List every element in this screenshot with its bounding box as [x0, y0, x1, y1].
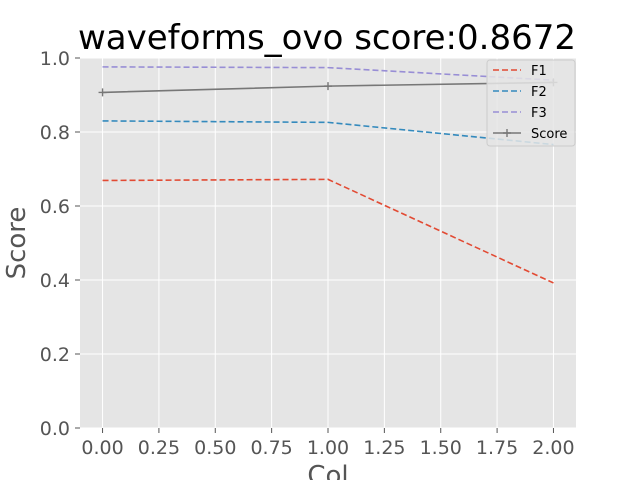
x-tick-label: 1.50	[420, 437, 462, 459]
y-tick-label: 1.0	[40, 48, 70, 70]
data-point-score	[324, 82, 332, 91]
legend-marker	[503, 129, 511, 137]
legend-label-f3: F3	[531, 106, 547, 121]
x-tick-label: 1.00	[307, 437, 349, 459]
legend-label-f1: F1	[531, 64, 547, 79]
series-line-f1	[102, 178, 554, 284]
x-tick-label: 0.50	[194, 437, 236, 459]
x-tick-label: 0.25	[138, 437, 180, 459]
legend-label-score: Score	[531, 127, 567, 142]
y-tick-label: 0.0	[40, 418, 70, 440]
y-axis-ticks: 0.0 0.2 0.4 0.6 0.8 1.0	[40, 48, 80, 440]
legend-label-f2: F2	[531, 85, 547, 100]
y-tick-label: 0.4	[40, 270, 70, 292]
x-tick-label: 0.00	[81, 437, 123, 459]
x-tick-label: 0.75	[250, 437, 292, 459]
series-line-f3	[102, 66, 554, 81]
legend-box	[486, 59, 576, 147]
y-tick-label: 0.2	[40, 344, 70, 366]
data-point-score	[98, 88, 107, 97]
y-axis-label: Score	[2, 207, 32, 280]
x-axis-label: Col	[307, 461, 348, 480]
x-tick-label: 2.00	[532, 437, 574, 459]
x-tick-label: 1.75	[476, 437, 518, 459]
x-axis-ticks: 0.00 0.25 0.50 0.75 1.00 1.25 1.50 1.75 2.00	[81, 428, 575, 459]
x-tick-label: 1.25	[363, 437, 405, 459]
y-tick-label: 0.6	[40, 196, 70, 218]
y-tick-label: 0.8	[40, 122, 70, 144]
series-group	[98, 66, 558, 284]
chart-title: waveforms_ovo score:0.8672	[78, 18, 576, 58]
series-line-f2	[102, 120, 554, 146]
legend: F1 F2 F3 Score	[486, 59, 576, 147]
